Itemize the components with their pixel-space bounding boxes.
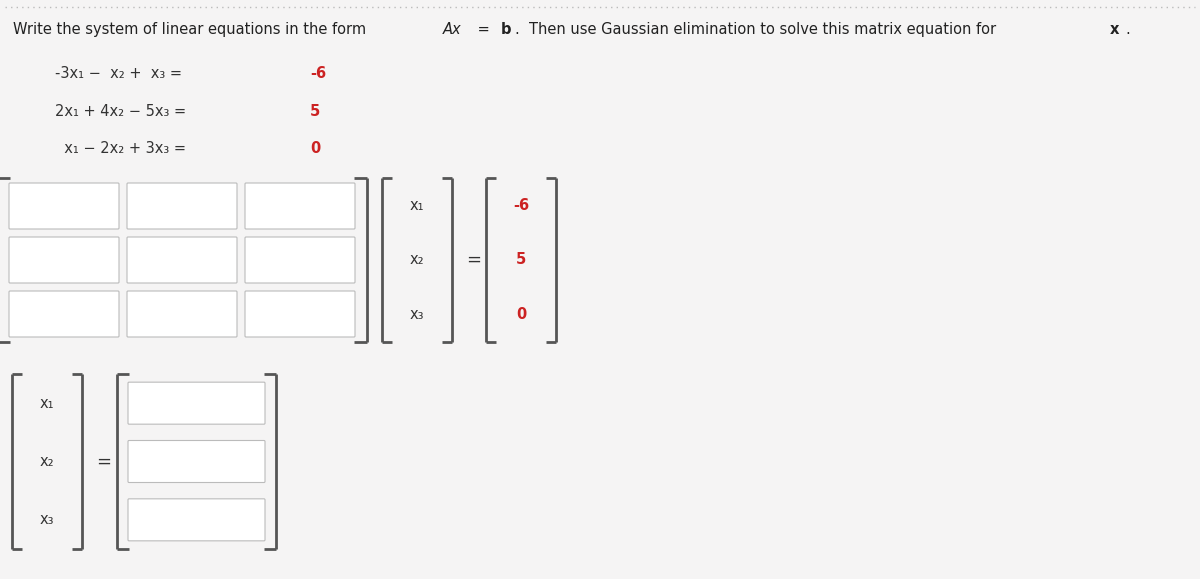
FancyBboxPatch shape — [127, 291, 238, 337]
Text: -6: -6 — [310, 67, 326, 82]
Text: =: = — [96, 453, 112, 471]
Text: Ax: Ax — [443, 22, 462, 37]
Text: -6: -6 — [512, 198, 529, 213]
Text: x₂: x₂ — [409, 252, 425, 267]
Text: 2x₁ + 4x₂ − 5x₃ =: 2x₁ + 4x₂ − 5x₃ = — [55, 104, 191, 119]
FancyBboxPatch shape — [128, 499, 265, 541]
FancyBboxPatch shape — [245, 291, 355, 337]
Text: 5: 5 — [516, 252, 526, 267]
Text: x₂: x₂ — [40, 454, 54, 469]
FancyBboxPatch shape — [245, 237, 355, 283]
Text: x₃: x₃ — [409, 307, 425, 322]
Text: x₁ − 2x₂ + 3x₃ =: x₁ − 2x₂ + 3x₃ = — [55, 141, 191, 156]
FancyBboxPatch shape — [245, 183, 355, 229]
FancyBboxPatch shape — [128, 382, 265, 424]
FancyBboxPatch shape — [10, 237, 119, 283]
FancyBboxPatch shape — [127, 183, 238, 229]
Text: x₁: x₁ — [409, 198, 425, 213]
Text: x₃: x₃ — [40, 512, 54, 527]
FancyBboxPatch shape — [128, 441, 265, 482]
FancyBboxPatch shape — [127, 237, 238, 283]
FancyBboxPatch shape — [10, 183, 119, 229]
Text: .: . — [1126, 22, 1129, 37]
Text: b: b — [502, 22, 511, 37]
Text: 0: 0 — [516, 307, 526, 322]
Text: 0: 0 — [310, 141, 320, 156]
Text: =: = — [473, 22, 494, 37]
Text: .  Then use Gaussian elimination to solve this matrix equation for: . Then use Gaussian elimination to solve… — [515, 22, 1001, 37]
Text: 5: 5 — [310, 104, 320, 119]
Text: =: = — [467, 251, 481, 269]
FancyBboxPatch shape — [10, 291, 119, 337]
Text: -3x₁ −  x₂ +  x₃ =: -3x₁ − x₂ + x₃ = — [55, 67, 187, 82]
Text: x₁: x₁ — [40, 395, 54, 411]
Text: x: x — [1110, 22, 1120, 37]
Text: Write the system of linear equations in the form: Write the system of linear equations in … — [13, 22, 376, 37]
